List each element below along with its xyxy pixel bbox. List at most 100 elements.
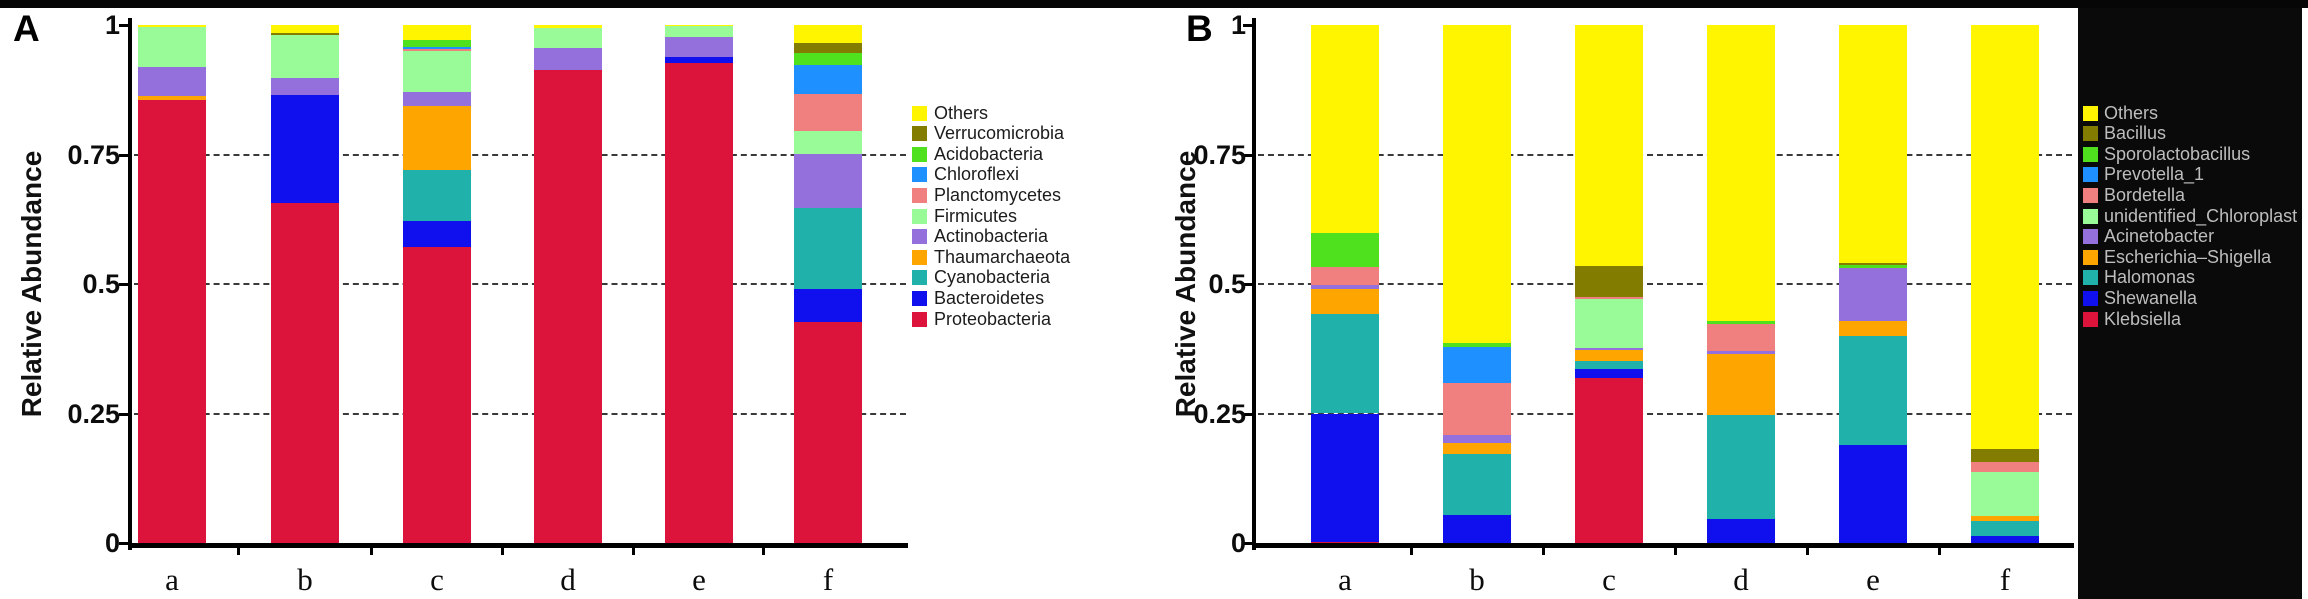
x-minor-tick — [762, 548, 765, 555]
legend-swatch — [2083, 105, 2098, 121]
bar-segment — [794, 25, 862, 44]
bar-segment — [1443, 442, 1511, 454]
y-tick — [1243, 24, 1252, 27]
y-tick — [1243, 542, 1252, 545]
bar-segment — [1839, 25, 1907, 264]
bar-segment — [1707, 519, 1775, 543]
bar-segment — [1971, 461, 2039, 473]
legend-swatch — [912, 229, 927, 245]
x-minor-tick — [1805, 548, 1809, 555]
bar-segment — [794, 207, 862, 290]
bar-segment — [1575, 266, 1643, 297]
y-tick-label: 1 — [104, 10, 120, 40]
bar-segment — [271, 34, 339, 78]
bar-segment — [794, 153, 862, 208]
legend-label: unidentified_Chloroplast — [2104, 205, 2298, 226]
bar-segment — [138, 27, 206, 67]
legend-label: Acinetobacter — [2104, 226, 2215, 247]
bar-segment — [794, 93, 862, 132]
bar-segment — [1575, 349, 1643, 361]
panel-a-label: A — [13, 8, 40, 49]
legend-label: Bacteroidetes — [934, 287, 1045, 308]
bar-segment — [403, 50, 471, 92]
legend-swatch — [912, 249, 927, 265]
category-label: e — [692, 562, 706, 597]
y-axis — [1252, 18, 1256, 550]
y-tick-label: 0.5 — [1208, 269, 1246, 299]
bar-segment — [1575, 299, 1643, 348]
bar-segment — [534, 70, 602, 543]
bar-segment — [1311, 541, 1379, 543]
legend-label: Prevotella_1 — [2104, 164, 2205, 185]
bar-segment — [1575, 296, 1643, 299]
legend-label: Cyanobacteria — [934, 267, 1051, 288]
legend-swatch — [2083, 249, 2098, 265]
bar-segment — [271, 32, 339, 35]
category-label: d — [560, 562, 576, 597]
gridline — [1258, 283, 2072, 285]
legend-swatch — [912, 290, 927, 306]
legend-label: Bordetella — [2104, 184, 2186, 205]
legend-swatch — [912, 105, 927, 121]
legend-label: Others — [2104, 102, 2159, 123]
category-label: f — [1999, 562, 2011, 597]
legend-label: Bacillus — [2104, 123, 2167, 144]
bar-segment — [138, 66, 206, 96]
legend-swatch — [2083, 311, 2098, 327]
x-axis — [1252, 543, 2074, 548]
legend-label: Others — [934, 102, 989, 123]
bar-segment — [794, 131, 862, 154]
y-tick-label: 0.75 — [1193, 139, 1246, 170]
bar-segment — [1971, 516, 2039, 521]
bar-segment — [271, 94, 339, 204]
legend-swatch — [2083, 126, 2098, 142]
legend-label: Shewanella — [2104, 287, 2198, 308]
bar-segment — [1311, 289, 1379, 315]
bar-segment — [1839, 444, 1907, 543]
legend-label: Halomonas — [2104, 267, 2196, 288]
bar-segment — [1311, 413, 1379, 542]
category-label: c — [430, 562, 444, 597]
x-minor-tick — [1541, 548, 1545, 555]
bar-segment — [665, 26, 733, 37]
bar-segment — [1443, 515, 1511, 543]
bar-segment — [1311, 284, 1379, 290]
bar-segment — [665, 62, 733, 543]
bar-segment — [1311, 25, 1379, 234]
x-minor-tick — [1937, 548, 1941, 555]
x-minor-tick — [501, 548, 504, 555]
bar-segment — [794, 321, 862, 543]
bar-segment — [1839, 264, 1907, 269]
legend-swatch — [2083, 270, 2098, 286]
bar-segment — [794, 64, 862, 94]
y-tick-label: 0 — [1230, 528, 1246, 558]
legend-swatch — [912, 126, 927, 142]
bar-segment — [665, 25, 733, 27]
x-minor-tick — [237, 548, 240, 555]
legend-label: Planctomycetes — [934, 184, 1062, 205]
bar-segment — [534, 48, 602, 71]
bar-segment — [138, 100, 206, 543]
gridline — [134, 283, 906, 285]
category-label: f — [822, 562, 834, 597]
y-axis-title-b: Relative Abundance — [1170, 150, 1201, 418]
bar-segment — [1707, 323, 1775, 351]
category-label: e — [1866, 562, 1880, 597]
y-tick — [1243, 153, 1252, 157]
y-tick — [119, 24, 128, 27]
y-axis — [128, 18, 132, 550]
y-tick-label: 0 — [104, 528, 120, 558]
bar-segment — [1839, 335, 1907, 445]
legend-swatch — [2083, 146, 2098, 162]
bar-segment — [794, 289, 862, 322]
bar-segment — [138, 95, 206, 101]
bar-segment — [1971, 520, 2039, 537]
bar-segment — [1971, 449, 2039, 462]
gridline — [1258, 412, 2072, 415]
category-label: b — [1469, 562, 1485, 597]
bar-segment — [403, 46, 471, 49]
bar-segment — [271, 203, 339, 543]
bar-segment — [1443, 453, 1511, 515]
category-label: a — [165, 562, 179, 597]
y-tick — [119, 283, 128, 286]
